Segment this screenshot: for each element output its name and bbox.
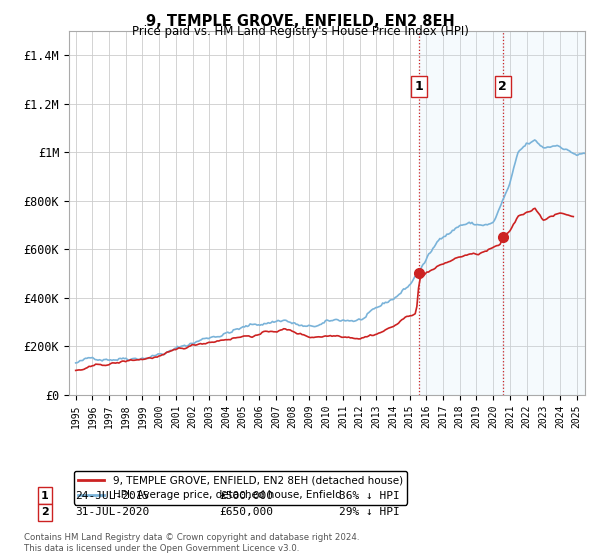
Text: 29% ↓ HPI: 29% ↓ HPI <box>339 507 400 517</box>
Text: 31-JUL-2020: 31-JUL-2020 <box>75 507 149 517</box>
Bar <box>419 31 503 395</box>
Legend: 9, TEMPLE GROVE, ENFIELD, EN2 8EH (detached house), HPI: Average price, detached: 9, TEMPLE GROVE, ENFIELD, EN2 8EH (detac… <box>74 471 407 505</box>
Text: 2: 2 <box>41 507 49 517</box>
Text: 1: 1 <box>415 80 424 93</box>
Text: Price paid vs. HM Land Registry's House Price Index (HPI): Price paid vs. HM Land Registry's House … <box>131 25 469 38</box>
Bar <box>503 31 585 395</box>
Text: £500,000: £500,000 <box>219 491 273 501</box>
Text: £650,000: £650,000 <box>219 507 273 517</box>
Text: 9, TEMPLE GROVE, ENFIELD, EN2 8EH: 9, TEMPLE GROVE, ENFIELD, EN2 8EH <box>146 14 454 29</box>
Text: 24-JUL-2015: 24-JUL-2015 <box>75 491 149 501</box>
Text: 2: 2 <box>499 80 507 93</box>
Text: Contains HM Land Registry data © Crown copyright and database right 2024.
This d: Contains HM Land Registry data © Crown c… <box>24 533 359 553</box>
Text: 1: 1 <box>41 491 49 501</box>
Text: 36% ↓ HPI: 36% ↓ HPI <box>339 491 400 501</box>
